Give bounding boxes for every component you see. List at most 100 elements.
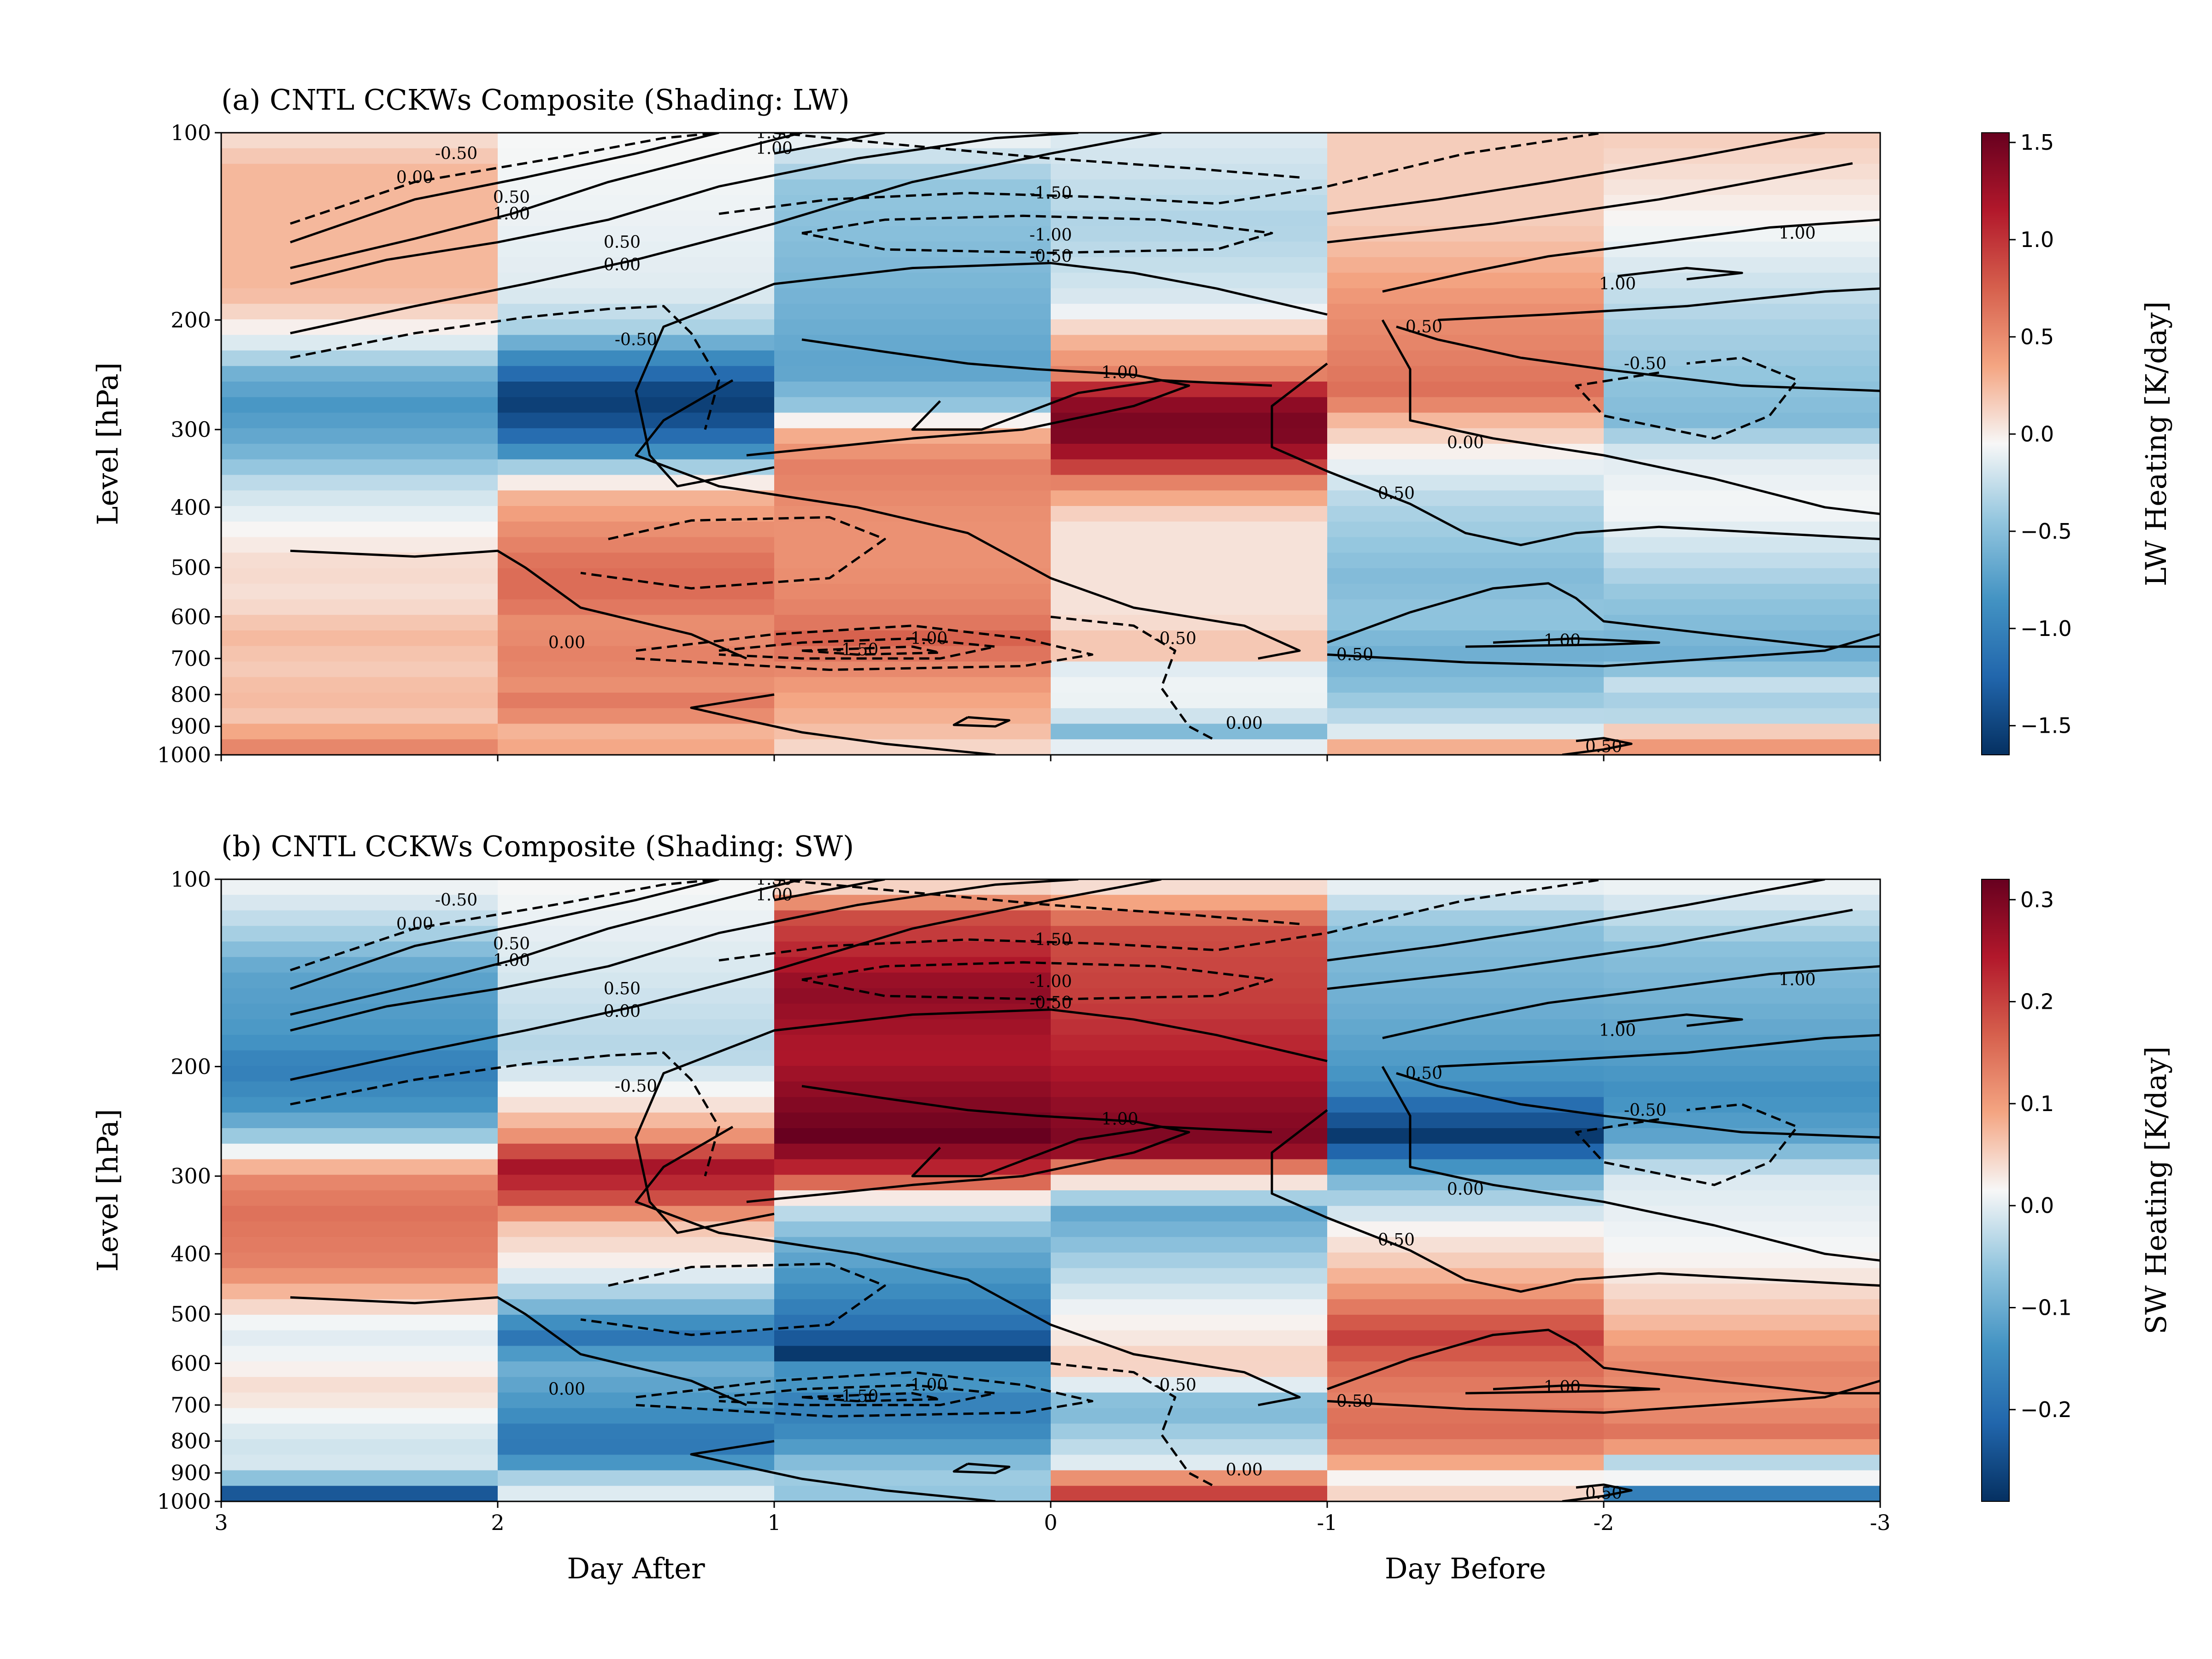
heatmap-cell — [774, 1268, 1051, 1284]
heatmap-cell — [774, 1128, 1051, 1144]
heatmap-cell — [498, 335, 775, 351]
heatmap-cell — [1051, 428, 1328, 444]
heatmap-cell — [1051, 1175, 1328, 1191]
heatmap-cell — [221, 1330, 498, 1346]
panel-b-ylabel: Level [hPa] — [91, 1109, 124, 1271]
heatmap-cell — [1051, 1408, 1328, 1424]
heatmap-cell — [1051, 1470, 1328, 1486]
heatmap-cell — [221, 1175, 498, 1191]
heatmap-cell — [1327, 1066, 1604, 1082]
heatmap-cell — [1327, 382, 1604, 398]
contour-line — [1617, 1013, 1743, 1027]
heatmap-cell — [1051, 972, 1328, 988]
heatmap-cell — [774, 1237, 1051, 1253]
panel-b-contours: -0.500.000.501.000.500.001.501.00-1.50-1… — [290, 879, 1880, 1501]
heatmap-cell — [774, 195, 1051, 211]
contour-label: 0.00 — [548, 633, 585, 652]
contour-label: -0.50 — [1624, 1101, 1666, 1120]
heatmap-cell — [221, 1190, 498, 1206]
contour-label: 1.00 — [1544, 631, 1581, 650]
heatmap-cell — [1604, 1081, 1880, 1097]
contour-label: -1.00 — [905, 629, 947, 648]
heatmap-cell — [221, 1097, 498, 1113]
heatmap-cell — [1051, 319, 1328, 335]
x-tick-label: 0 — [1044, 1510, 1057, 1535]
heatmap-cell — [1604, 1346, 1880, 1362]
heatmap-cell — [774, 350, 1051, 366]
contour-label: -1.50 — [836, 641, 878, 659]
panel-b-heatmap — [221, 879, 1880, 1501]
colorbar-tick-label: 0.5 — [2020, 324, 2054, 349]
heatmap-cell — [1327, 1112, 1604, 1129]
contour-line — [290, 879, 719, 971]
x-tick-label: -1 — [1317, 1510, 1338, 1535]
heatmap-cell — [1327, 1299, 1604, 1315]
heatmap-cell — [1604, 1143, 1880, 1159]
heatmap-cell — [1327, 1190, 1604, 1206]
contour-label: 0.00 — [1447, 1180, 1484, 1199]
contour-label: 0.50 — [1336, 1392, 1373, 1411]
heatmap-cell — [1327, 677, 1604, 693]
y-tick-label: 300 — [171, 417, 211, 442]
heatmap-cell — [1327, 1470, 1604, 1486]
contour-line — [1327, 1329, 1880, 1394]
heatmap-cell — [498, 1081, 775, 1097]
heatmap-cell — [774, 1283, 1051, 1300]
heatmap-cell — [221, 1408, 498, 1424]
heatmap-cell — [1327, 304, 1604, 320]
heatmap-cell — [221, 459, 498, 475]
heatmap-cell — [221, 1268, 498, 1284]
heatmap-cell — [1327, 412, 1604, 429]
heatmap-cell — [1051, 475, 1328, 491]
heatmap-cell — [1051, 226, 1328, 242]
contour-line — [801, 1392, 941, 1402]
heatmap-cell — [1604, 1470, 1880, 1486]
y-tick-label: 800 — [171, 1429, 211, 1453]
heatmap-cell — [1051, 724, 1328, 740]
contour-line — [290, 133, 802, 270]
heatmap-cell — [774, 272, 1051, 288]
heatmap-cell — [1327, 475, 1604, 491]
heatmap-cell — [498, 350, 775, 366]
heatmap-cell — [498, 724, 775, 740]
heatmap-cell — [1051, 397, 1328, 413]
contour-line — [1382, 965, 1880, 1040]
heatmap-cell — [1051, 739, 1328, 755]
contour-label: 1.00 — [1599, 275, 1636, 294]
heatmap-cell — [1327, 1128, 1604, 1144]
heatmap-cell — [1604, 148, 1880, 164]
heatmap-cell — [221, 1315, 498, 1331]
heatmap-cell — [1327, 1253, 1604, 1269]
contour-label: 1.00 — [493, 951, 530, 970]
contour-line — [290, 879, 719, 990]
panel-b-colorbar — [1981, 879, 2010, 1502]
heatmap-cell — [1051, 350, 1328, 366]
heatmap-cell — [221, 677, 498, 693]
heatmap-cell — [1604, 646, 1880, 662]
heatmap-cell — [1604, 319, 1880, 335]
heatmap-cell — [1051, 148, 1328, 164]
heatmap-cell — [1604, 1361, 1880, 1377]
heatmap-cell — [498, 319, 775, 335]
heatmap-cell — [1604, 926, 1880, 942]
contour-label: 0.00 — [396, 168, 433, 187]
heatmap-cell — [1604, 1454, 1880, 1471]
heatmap-cell — [221, 1454, 498, 1471]
heatmap-cell — [774, 1035, 1051, 1051]
heatmap-cell — [1051, 1454, 1328, 1471]
colorbar-tick-label: −1.0 — [2020, 616, 2072, 641]
heatmap-cell — [1327, 1050, 1604, 1066]
contour-label: 0.50 — [1336, 645, 1373, 664]
heatmap-cell — [1051, 506, 1328, 522]
contour-label: -1.50 — [1030, 930, 1072, 949]
x-tick-label: 3 — [214, 1510, 228, 1535]
panel-a-colorbar — [1981, 132, 2010, 755]
heatmap-cell — [1327, 288, 1604, 304]
heatmap-cell — [1604, 335, 1880, 351]
contour-line — [1381, 1066, 1880, 1262]
heatmap-cell — [1327, 693, 1604, 709]
y-tick-label: 300 — [171, 1164, 211, 1188]
heatmap-cell — [221, 288, 498, 304]
contour-label: -0.50 — [435, 144, 477, 163]
heatmap-cell — [221, 133, 498, 149]
